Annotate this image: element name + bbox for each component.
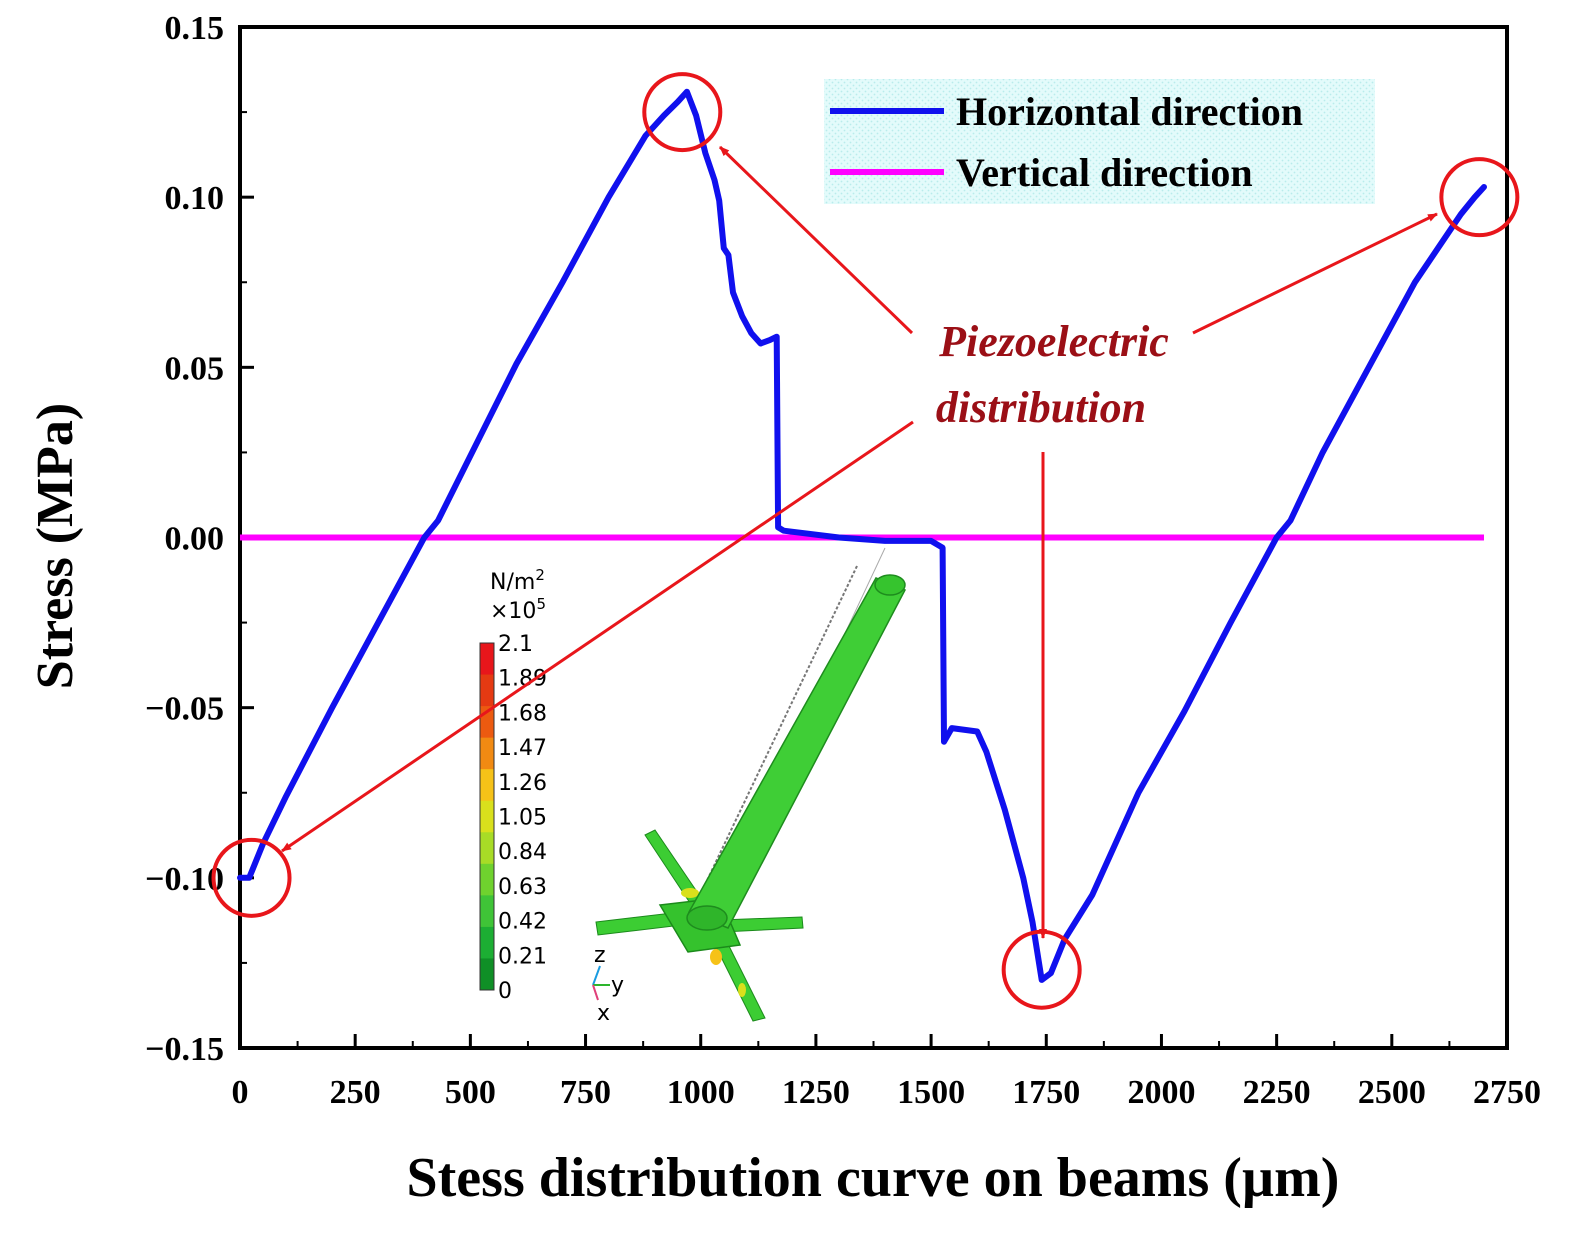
axis-y-label: y <box>611 973 624 998</box>
highlight-circle <box>1439 157 1520 238</box>
colorbar-level-label: 1.47 <box>498 736 547 761</box>
axes-triad: z y x <box>592 943 624 1026</box>
colorbar-swatch <box>480 769 494 802</box>
colorbar-level-label: 0.21 <box>498 944 547 969</box>
colorbar-labels: 2.11.891.681.471.261.050.840.630.420.210 <box>498 632 547 1004</box>
y-tick-label: 0.15 <box>165 10 225 47</box>
colorbar-level-label: 1.05 <box>498 806 547 831</box>
annotation-line-1: Piezoelectric <box>938 317 1169 366</box>
x-tick-label: 1500 <box>897 1074 965 1111</box>
x-tick-label: 500 <box>445 1074 496 1111</box>
y-tick-label: 0.10 <box>165 180 225 217</box>
beam-shaft <box>687 577 907 929</box>
y-tick-label: −0.15 <box>145 1031 224 1068</box>
x-tick-label: 250 <box>330 1074 381 1111</box>
legend: Horizontal direction Vertical direction <box>824 79 1375 204</box>
legend-label-horizontal: Horizontal direction <box>956 89 1303 134</box>
colorbar-swatch <box>480 895 494 928</box>
x-tick-label: 2250 <box>1243 1074 1311 1111</box>
arrow-to-right-end <box>1192 212 1438 335</box>
x-tick-label: 2000 <box>1127 1074 1195 1111</box>
colorbar-scale-label: ×105 <box>490 595 546 624</box>
colorbar-swatch <box>480 863 494 896</box>
colorbar-unit-label: N/m2 <box>490 566 545 595</box>
colorbar-level-label: 1.68 <box>498 701 547 726</box>
colorbar-swatch <box>480 643 494 676</box>
legend-background <box>824 79 1375 204</box>
y-tick-label: −0.10 <box>145 861 224 898</box>
annotation-line-2: distribution <box>936 383 1146 432</box>
colorbar-outline <box>479 642 495 991</box>
x-tick-label: 1250 <box>782 1074 850 1111</box>
axis-x-label: x <box>597 1001 610 1026</box>
series-line-horizontal-direction <box>237 88 1487 983</box>
beam-shaft-base <box>686 905 728 931</box>
x-tick-label: 0 <box>232 1074 249 1111</box>
arrow-to-peak <box>718 145 914 335</box>
y-tick-label: 0.05 <box>165 350 225 387</box>
colorbar-swatch <box>480 674 494 707</box>
colorbar-swatches <box>479 642 495 991</box>
colorbar-swatch <box>480 958 494 991</box>
x-tick-label: 1750 <box>1012 1074 1080 1111</box>
beam-hotspot-1 <box>681 888 699 898</box>
axis-z-label: z <box>594 943 606 968</box>
legend-label-vertical: Vertical direction <box>956 150 1253 195</box>
y-tick-label: 0.00 <box>165 521 225 558</box>
colorbar-swatch <box>480 926 494 959</box>
colorbar-level-label: 0.63 <box>498 875 547 900</box>
annotation-arrows <box>281 145 1438 939</box>
y-axis-title: Stress (MPa) <box>27 403 84 689</box>
inset-colorbar: N/m2 ×105 2.11.891.681.471.261.050.840.6… <box>479 566 547 1004</box>
beam-hotspot-2 <box>710 949 722 965</box>
y-tick-label: −0.05 <box>145 691 224 728</box>
beam-arm-left <box>595 912 675 936</box>
beam-model-illustration: z y x <box>592 547 907 1026</box>
colorbar-level-label: 0 <box>498 979 512 1004</box>
x-axis-title: Stess distribution curve on beams (µm) <box>407 1147 1340 1209</box>
beam-shaft-top <box>874 574 906 596</box>
colorbar-level-label: 2.1 <box>498 632 533 657</box>
x-axis-ticks: 0 250 500 750 1000 1250 1500 1750 2000 2250 2500 27… <box>232 1034 1541 1111</box>
y-axis-ticks: −0.15 −0.10 −0.05 0.00 0.05 0.10 0.15 <box>145 10 254 1068</box>
colorbar-level-label: 0.42 <box>498 910 547 935</box>
colorbar-swatch <box>480 800 494 833</box>
arrow-to-left-end <box>281 420 914 853</box>
x-tick-label: 2500 <box>1358 1074 1426 1111</box>
highlight-circle <box>211 837 292 918</box>
colorbar-level-label: 0.84 <box>498 840 547 865</box>
x-tick-label: 750 <box>560 1074 611 1111</box>
colorbar-swatch <box>480 832 494 865</box>
x-tick-label: 1000 <box>667 1074 735 1111</box>
highlight-circle <box>642 72 723 153</box>
x-tick-label: 2750 <box>1473 1074 1541 1111</box>
beam-guide-line <box>691 565 858 913</box>
colorbar-level-label: 1.26 <box>498 771 547 796</box>
colorbar-swatch <box>480 737 494 770</box>
beam-hotspot-3 <box>738 983 746 997</box>
